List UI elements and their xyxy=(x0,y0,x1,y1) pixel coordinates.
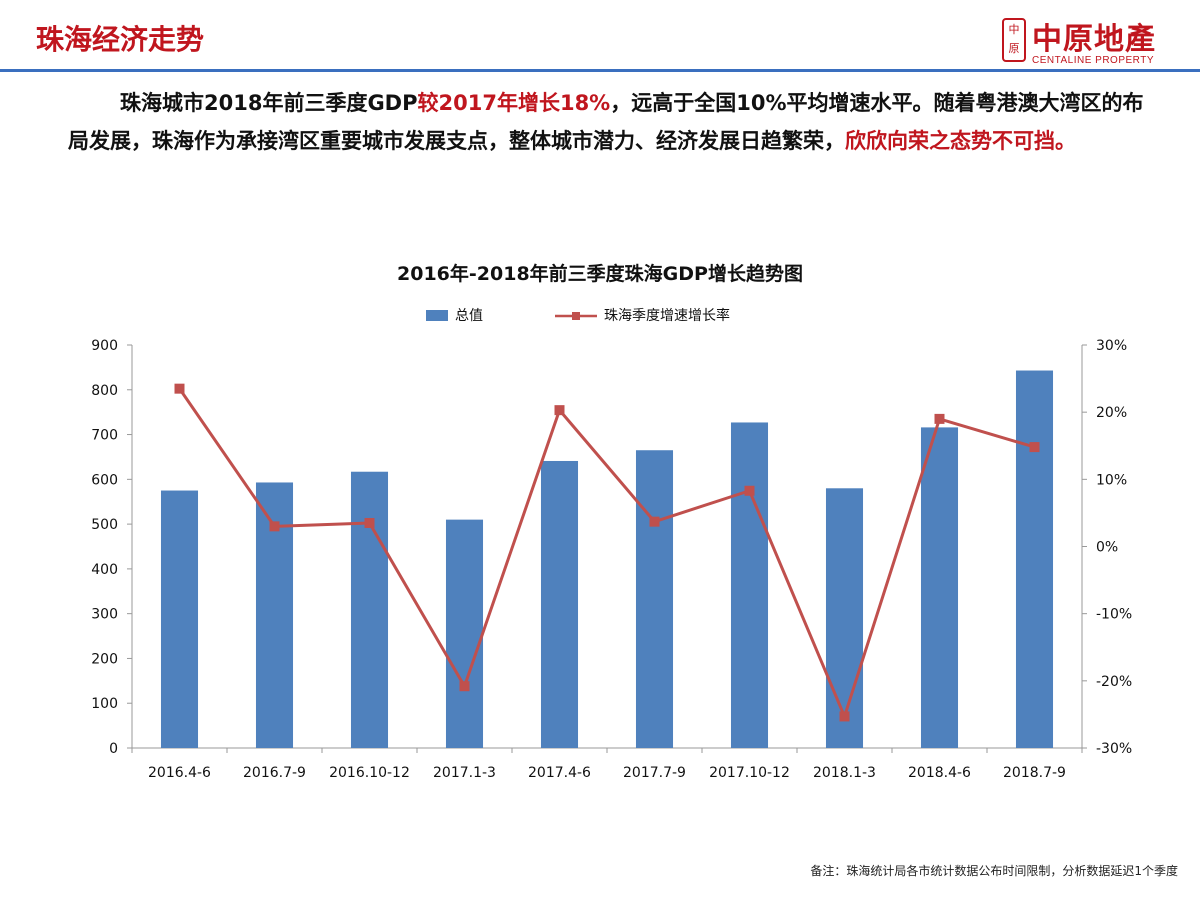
intro-text-2: ，远高于全国10%平均增速水平。随着粤港澳大湾区的布局发展，珠海作为承接湾区重要… xyxy=(68,91,1144,153)
header: 珠海经济走势 中原 中原地產 CENTALINE PROPERTY xyxy=(0,0,1200,72)
intro-text-1: 珠海城市2018年前三季度GDP xyxy=(120,91,418,115)
growth-rate-point xyxy=(174,383,185,394)
chart-title: 2016年-2018年前三季度珠海GDP增长趋势图 xyxy=(397,262,803,285)
legend-swatch-bar xyxy=(426,310,448,321)
company-logo: 中原 中原地產 CENTALINE PROPERTY xyxy=(1002,14,1182,68)
x-tick-label: 2017.4-6 xyxy=(528,765,591,781)
logo-english-text: CENTALINE PROPERTY xyxy=(1032,55,1154,66)
growth-rate-point xyxy=(744,485,755,496)
growth-rate-point xyxy=(459,681,470,692)
y-left-tick-label: 100 xyxy=(91,696,118,712)
legend-marker-swatch xyxy=(572,312,580,320)
footnote: 备注：珠海统计局各市统计数据公布时间限制，分析数据延迟1个季度 xyxy=(810,864,1178,878)
x-tick-label: 2017.1-3 xyxy=(433,765,496,781)
legend-label-line: 珠海季度增速增长率 xyxy=(604,307,730,324)
y-right-tick-label: -30% xyxy=(1096,741,1132,757)
bar-total-value xyxy=(635,450,674,748)
y-right-tick-label: 10% xyxy=(1096,472,1127,488)
y-left-tick-label: 900 xyxy=(91,338,118,354)
bar-total-value xyxy=(730,422,769,748)
logo-mark-icon: 中原 xyxy=(1002,18,1026,62)
x-tick-label: 2017.7-9 xyxy=(623,765,686,781)
gdp-chart: 2016年-2018年前三季度珠海GDP增长趋势图总值 珠海季度增速增长率 0 100… xyxy=(0,250,1200,810)
growth-rate-point xyxy=(554,405,565,416)
y-right-tick-label: -20% xyxy=(1096,674,1132,690)
y-left-tick-label: 200 xyxy=(91,651,118,667)
bar-total-value xyxy=(920,427,959,748)
y-left-tick-label: 0 xyxy=(109,741,118,757)
growth-rate-point xyxy=(269,521,280,532)
y-left-tick-label: 500 xyxy=(91,517,118,533)
y-left-tick-label: 800 xyxy=(91,383,118,399)
y-right-tick-label: 20% xyxy=(1096,405,1127,421)
growth-rate-point xyxy=(649,516,660,527)
bar-total-value xyxy=(540,460,579,748)
header-divider xyxy=(0,69,1200,72)
y-left-tick-label: 700 xyxy=(91,428,118,444)
x-tick-label: 2017.10-12 xyxy=(709,765,790,781)
bar-total-value xyxy=(825,488,864,748)
intro-paragraph: 珠海城市2018年前三季度GDP较2017年增长18%，远高于全国10%平均增速… xyxy=(68,84,1148,160)
growth-rate-line xyxy=(178,387,1035,718)
x-tick-label: 2016.4-6 xyxy=(148,765,211,781)
intro-highlight-growth: 较2017年增长18% xyxy=(417,91,611,115)
bar-total-value xyxy=(160,490,199,748)
growth-rate-point xyxy=(839,711,850,722)
logo-chinese-text: 中原地產 xyxy=(1032,22,1156,57)
y-left-tick-label: 600 xyxy=(91,472,118,488)
page-title: 珠海经济走势 xyxy=(36,23,205,56)
x-tick-label: 2018.1-3 xyxy=(813,765,876,781)
growth-rate-point xyxy=(364,517,375,528)
growth-rate-point xyxy=(934,413,945,424)
y-left-tick-label: 400 xyxy=(91,562,118,578)
x-tick-label: 2018.4-6 xyxy=(908,765,971,781)
bar-total-value xyxy=(445,519,484,748)
y-left-tick-label: 300 xyxy=(91,607,118,623)
bar-total-value xyxy=(350,471,389,748)
y-right-tick-label: 0% xyxy=(1096,540,1118,556)
growth-rate-point xyxy=(1029,442,1040,453)
x-tick-label: 2016.7-9 xyxy=(243,765,306,781)
legend-label-bar: 总值 xyxy=(455,308,483,324)
y-right-tick-label: -10% xyxy=(1096,607,1132,623)
intro-highlight-trend: 欣欣向荣之态势不可挡。 xyxy=(845,129,1076,153)
x-tick-label: 2016.10-12 xyxy=(329,765,410,781)
y-right-tick-label: 30% xyxy=(1096,338,1127,354)
bar-total-value xyxy=(1015,370,1054,748)
x-tick-label: 2018.7-9 xyxy=(1003,765,1066,781)
